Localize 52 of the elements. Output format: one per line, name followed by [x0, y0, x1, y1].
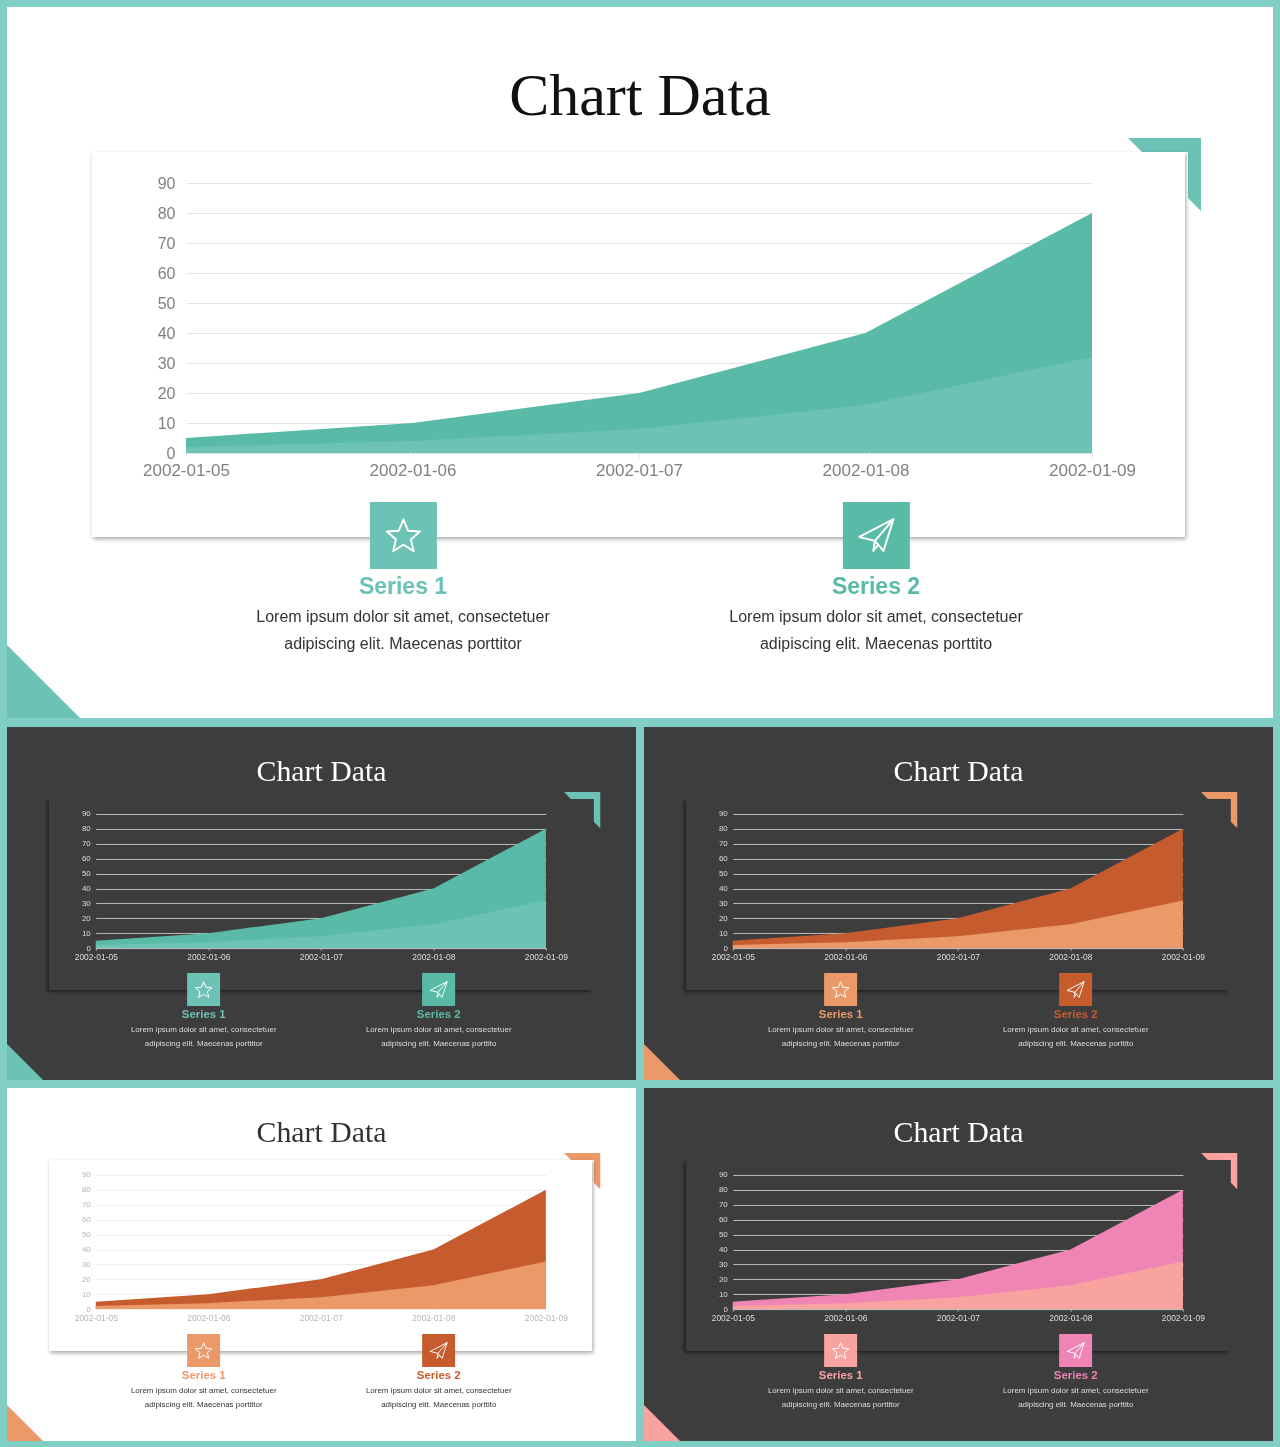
x-tick-label: 2002-01-08	[412, 952, 456, 963]
text: Lorem ipsum dolor sit amet, consectetuer adipiscing elit. Maecenas porttito	[728, 607, 1024, 654]
y-tick-label: 10	[157, 414, 176, 432]
text: Series 1	[818, 1368, 863, 1382]
text: Series 1	[181, 1007, 226, 1021]
y-tick-label: 30	[157, 354, 176, 372]
chart-title: Chart Data	[893, 753, 1024, 787]
x-tick-label: 2002-01-05	[143, 460, 230, 480]
text: Series 2	[416, 1368, 461, 1382]
x-tick-label: 2002-01-07	[936, 952, 981, 963]
text: Series 2	[1053, 1007, 1098, 1021]
x-tick-label: 2002-01-08	[822, 460, 910, 480]
y-tick-label: 50	[157, 294, 176, 312]
text: Series 2	[416, 1007, 461, 1021]
x-tick-label: 2002-01-06	[824, 1313, 868, 1324]
y-tick-label: 60	[157, 264, 176, 282]
x-tick-label: 2002-01-06	[187, 1313, 231, 1324]
x-tick-label: 2002-01-07	[299, 1313, 344, 1324]
x-tick-label: 2002-01-06	[187, 952, 231, 963]
text: Series 2	[831, 573, 921, 599]
x-tick-label: 2002-01-09	[1161, 952, 1206, 963]
x-tick-label: 2002-01-05	[74, 1313, 119, 1324]
x-tick-label: 2002-01-06	[824, 952, 868, 963]
x-tick-label: 2002-01-09	[1049, 460, 1136, 480]
x-tick-label: 2002-01-06	[369, 460, 457, 480]
text: Series 1	[358, 573, 448, 599]
y-tick-label: 40	[157, 324, 176, 342]
text: Lorem ipsum dolor sit amet, consectetuer adipiscing elit. Maecenas porttitor	[255, 607, 551, 654]
x-tick-label: 2002-01-05	[711, 1313, 756, 1324]
x-tick-label: 2002-01-09	[1161, 1313, 1206, 1324]
x-tick-label: 2002-01-08	[1049, 1313, 1093, 1324]
text: Series 1	[818, 1007, 863, 1021]
text: Series 2	[1053, 1368, 1098, 1382]
y-tick-label: 90	[157, 174, 176, 192]
x-tick-label: 2002-01-09	[524, 952, 569, 963]
chart-title: Chart Data	[509, 62, 771, 128]
y-tick-label: 80	[157, 204, 176, 222]
y-tick-label: 70	[157, 234, 176, 252]
chart-title: Chart Data	[893, 1114, 1024, 1148]
y-tick-label: 20	[157, 384, 176, 402]
text: Series 1	[181, 1368, 226, 1382]
x-tick-label: 2002-01-08	[412, 1313, 456, 1324]
x-tick-label: 2002-01-07	[936, 1313, 981, 1324]
x-tick-label: 2002-01-08	[1049, 952, 1093, 963]
y-tick-label: 0	[166, 444, 176, 462]
x-tick-label: 2002-01-07	[596, 460, 683, 480]
x-tick-label: 2002-01-05	[74, 952, 119, 963]
x-tick-label: 2002-01-07	[299, 952, 344, 963]
chart-title: Chart Data	[256, 753, 387, 787]
chart-title: Chart Data	[256, 1114, 387, 1148]
x-tick-label: 2002-01-09	[524, 1313, 569, 1324]
x-tick-label: 2002-01-05	[711, 952, 756, 963]
